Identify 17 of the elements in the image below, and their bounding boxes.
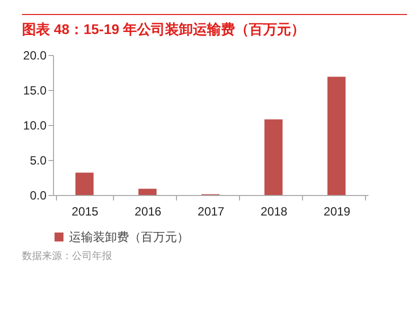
y-tick-label: 0.0 [30, 188, 47, 202]
bar [138, 188, 157, 195]
bar [75, 172, 94, 195]
x-tick-label: 2016 [134, 204, 162, 218]
legend-label: 运输装卸费（百万元） [69, 230, 189, 244]
x-tick-label: 2017 [198, 204, 225, 218]
x-tick-label: 2018 [260, 204, 288, 218]
chart-title: 图表 48：15-19 年公司装卸运输费（百万元） [22, 14, 407, 39]
x-tick-label: 2015 [72, 204, 99, 218]
bar [264, 119, 283, 195]
y-tick-label: 15.0 [23, 84, 47, 98]
source-note: 数据来源：公司年报 [22, 250, 113, 263]
y-tick-label: 10.0 [23, 118, 47, 132]
y-tick-label: 5.0 [30, 154, 47, 168]
x-tick-label: 2019 [324, 204, 351, 218]
y-tick-label: 20.0 [23, 48, 47, 62]
bar [327, 76, 346, 195]
